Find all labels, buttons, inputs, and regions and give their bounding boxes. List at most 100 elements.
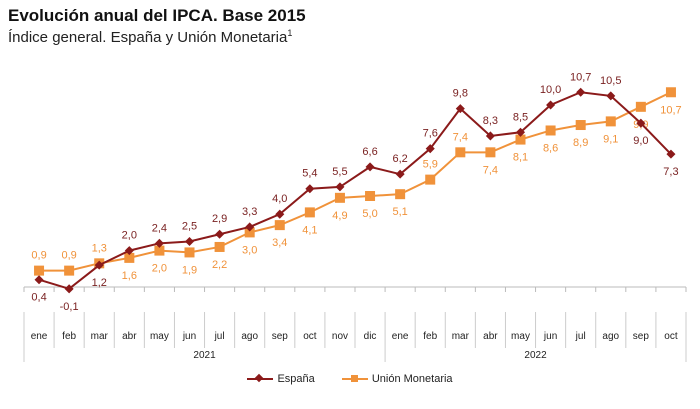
- data-label: 8,3: [483, 115, 498, 127]
- data-point: [455, 104, 465, 114]
- data-point: [365, 162, 375, 172]
- data-label: 4,1: [302, 224, 317, 236]
- data-label: 7,4: [453, 131, 468, 143]
- data-point: [124, 252, 135, 263]
- month-label: ene: [31, 331, 48, 342]
- data-label: 8,9: [573, 137, 588, 149]
- month-label: jun: [182, 331, 196, 342]
- month-label: ene: [392, 331, 409, 342]
- data-point: [455, 147, 466, 158]
- month-label: nov: [332, 331, 348, 342]
- data-label: 0,9: [31, 250, 46, 262]
- data-label: 1,2: [92, 277, 107, 289]
- subtitle-text: Índice general. España y Unión Monetaria: [8, 29, 288, 46]
- data-label: 10,7: [660, 104, 681, 116]
- data-point: [485, 147, 496, 158]
- month-label: abr: [122, 331, 137, 342]
- series-line-espana: [38, 91, 672, 290]
- data-label: 7,4: [483, 164, 498, 176]
- month-label: mar: [452, 331, 470, 342]
- legend-label: España: [277, 373, 315, 385]
- data-point: [515, 134, 526, 145]
- data-point: [605, 116, 616, 127]
- year-label: 2021: [193, 350, 216, 361]
- data-label: 2,2: [212, 259, 227, 271]
- data-label: -0,1: [60, 301, 79, 313]
- data-label: 1,9: [182, 264, 197, 276]
- data-point: [274, 220, 285, 231]
- data-label: 2,0: [122, 230, 137, 242]
- data-point: [244, 227, 255, 238]
- data-point: [395, 189, 406, 200]
- legend-item-espana: España: [247, 373, 315, 385]
- data-point: [546, 100, 556, 110]
- chart-subtitle: Índice general. España y Unión Monetaria…: [8, 28, 292, 46]
- data-label: 8,1: [513, 152, 528, 164]
- data-point: [395, 169, 405, 179]
- data-label: 5,4: [302, 168, 317, 180]
- data-label: 6,2: [392, 153, 407, 165]
- data-label: 2,4: [152, 222, 167, 234]
- chart-title: Evolución anual del IPCA. Base 2015: [8, 6, 306, 25]
- data-label: 5,0: [362, 208, 377, 220]
- series-line-union-monetaria: [39, 91, 672, 272]
- data-label: 4,0: [272, 193, 287, 205]
- month-label: jul: [214, 331, 225, 342]
- data-label: 7,3: [663, 166, 678, 178]
- data-point: [575, 120, 586, 131]
- legend: España Unión Monetaria: [0, 371, 700, 385]
- data-point: [425, 144, 435, 154]
- data-point: [365, 191, 376, 201]
- data-label: 8,5: [513, 111, 528, 123]
- data-point: [665, 87, 676, 98]
- data-point: [184, 247, 195, 258]
- month-label: jun: [543, 331, 557, 342]
- month-label: sep: [272, 331, 289, 342]
- data-point: [154, 245, 165, 256]
- data-label: 10,7: [570, 71, 591, 83]
- data-label: 2,5: [182, 221, 197, 233]
- data-label: 9,0: [633, 135, 648, 147]
- month-label: feb: [62, 331, 76, 342]
- month-label: may: [150, 331, 169, 342]
- data-label: 5,1: [392, 206, 407, 218]
- data-label: 6,6: [362, 146, 377, 158]
- data-point: [576, 87, 586, 97]
- year-label: 2022: [524, 350, 547, 361]
- data-label: 1,6: [122, 270, 137, 282]
- legend-label: Unión Monetaria: [371, 373, 453, 385]
- data-label: 4,9: [332, 210, 347, 222]
- data-point: [64, 265, 75, 276]
- data-label: 5,5: [332, 166, 347, 178]
- data-label: 0,9: [61, 250, 76, 262]
- month-label: oct: [303, 331, 317, 342]
- data-label: 9,8: [453, 88, 468, 100]
- data-point: [606, 91, 616, 101]
- legend-item-union-monetaria: Unión Monetaria: [341, 373, 453, 385]
- data-point: [215, 229, 225, 239]
- data-label: 8,6: [543, 142, 558, 154]
- data-label: 10,5: [600, 75, 621, 87]
- data-label: 2,0: [152, 263, 167, 275]
- month-label: ago: [602, 331, 619, 342]
- data-label: 7,6: [423, 128, 438, 140]
- data-label: 10,0: [540, 84, 561, 96]
- month-label: sep: [633, 331, 650, 342]
- month-label: may: [511, 331, 530, 342]
- data-label: 0,4: [31, 292, 46, 304]
- data-label: 1,3: [92, 242, 107, 254]
- data-label: 3,4: [272, 237, 287, 249]
- footnote-marker: 1: [287, 28, 293, 38]
- data-label: 3,3: [242, 206, 257, 218]
- data-point: [334, 192, 345, 203]
- month-label: ago: [241, 331, 258, 342]
- data-label: 3,0: [242, 244, 257, 256]
- data-point: [34, 275, 44, 285]
- data-point: [635, 101, 646, 112]
- month-label: abr: [483, 331, 498, 342]
- data-point: [34, 265, 45, 276]
- month-label: oct: [664, 331, 678, 342]
- data-label: 2,9: [212, 213, 227, 225]
